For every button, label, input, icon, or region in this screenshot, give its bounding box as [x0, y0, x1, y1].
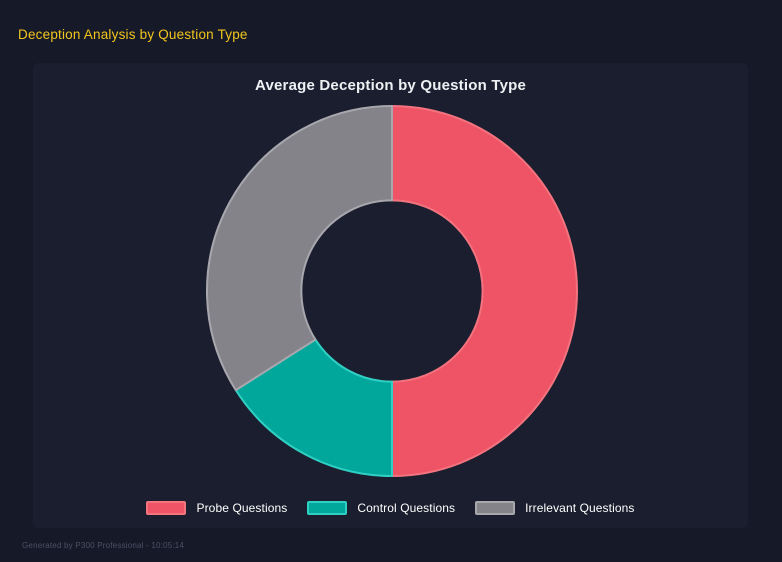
- legend-swatch-irrelevant-questions: [475, 501, 516, 515]
- legend-item-control-questions[interactable]: Control Questions: [307, 501, 455, 515]
- legend-label: Control Questions: [357, 501, 456, 515]
- page-title: Deception Analysis by Question Type: [18, 27, 248, 42]
- chart-panel: Average Deception by Question Type Probe…: [33, 63, 748, 528]
- donut-segment-irrelevant-questions[interactable]: [206, 105, 393, 392]
- legend-item-irrelevant-questions[interactable]: Irrelevant Questions: [475, 501, 634, 515]
- legend-label: Probe Questions: [196, 501, 288, 515]
- legend-swatch-control-questions: [307, 501, 348, 515]
- footer-text: Generated by P300 Professional - 10:05:1…: [22, 541, 185, 550]
- donut-chart: [206, 105, 578, 477]
- legend-item-probe-questions[interactable]: Probe Questions: [146, 501, 287, 515]
- donut-segment-probe-questions[interactable]: [391, 105, 578, 477]
- chart-legend: Probe Questions Control Questions Irreleva…: [33, 501, 748, 515]
- chart-title: Average Deception by Question Type: [254, 77, 527, 94]
- legend-swatch-probe-questions: [146, 501, 187, 515]
- legend-label: Irrelevant Questions: [525, 501, 635, 515]
- donut-segment-control-questions[interactable]: [234, 338, 393, 477]
